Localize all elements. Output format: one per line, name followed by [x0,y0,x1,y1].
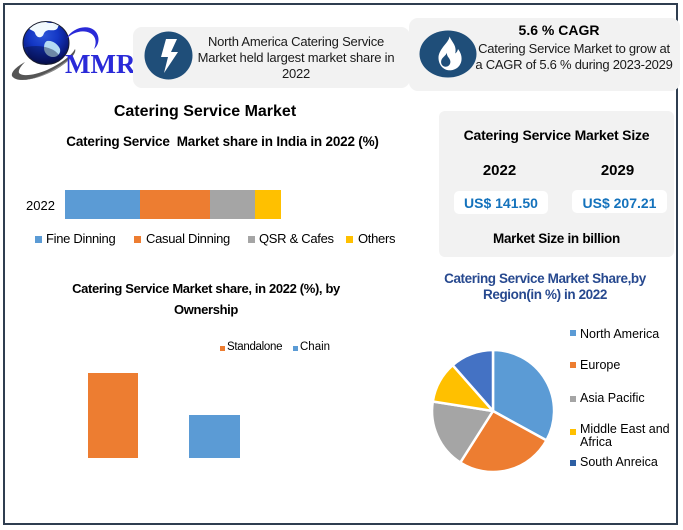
svg-text:MMR: MMR [65,49,136,79]
